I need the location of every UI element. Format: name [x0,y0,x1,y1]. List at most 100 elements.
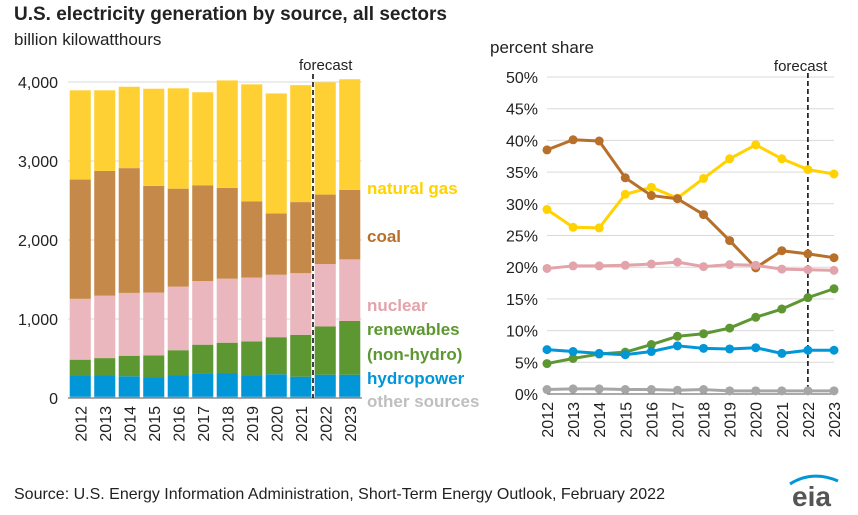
bar-renewables-2014 [118,355,140,377]
x-tick-label: 2020 [269,406,286,442]
point-other_line-2012 [542,385,552,395]
bar-natural_gas-2020 [265,93,287,214]
x-tick-label: 2019 [723,402,740,438]
label-other-sources: other sources [367,392,479,411]
bar-renewables-2016 [167,350,189,376]
bar-coal-2015 [143,185,165,293]
bar-chart: 0 1,000 2,000 3,000 4,000 2012 2013 2014 2015 201… [18,57,362,442]
label-hydropower: hydropower [367,369,465,388]
x-tick-label: 2014 [592,402,609,438]
point-renewables-2017 [672,331,682,341]
x-tick-label: 2021 [294,406,311,442]
chart-title: U.S. electricity generation by source, a… [14,4,447,25]
bar-nuclear-2022 [314,264,336,327]
x-tick-label: 2023 [343,406,360,442]
source-note: Source: U.S. Energy Information Administ… [14,486,665,503]
y-tick-label: 20% [506,260,538,277]
point-natural_gas_line-2023 [829,169,839,179]
bar-other-2017 [192,396,214,398]
line-series-natural_gas_line [546,143,835,230]
x-tick-label: 2023 [827,402,844,438]
point-nuclear_line-2018 [699,262,709,272]
bar-other-2021 [290,396,312,398]
bar-hydropower-2012 [69,375,91,397]
bar-nuclear-2019 [241,277,263,342]
x-tick-label: 2019 [245,406,262,442]
bar-hydropower-2019 [241,375,263,397]
forecast-label: forecast [774,58,828,75]
point-nuclear_line-2021 [777,264,787,274]
x-tick-label: 2021 [775,402,792,438]
point-other_line-2021 [777,386,787,396]
bar-other-2015 [143,396,165,398]
bar-coal-2021 [290,202,312,274]
point-other_line-2014 [594,384,604,394]
bar-renewables-2021 [290,334,312,377]
y-tick-label: 30% [506,197,538,214]
y-tick-label: 1,000 [18,312,58,329]
line-chart: 0% 5% 10% 15% 20% 25% 30% 35% 40% 45% 50% 2012 2013 2… [506,58,844,438]
bar-natural_gas-2018 [216,80,238,188]
bar-other-2012 [69,396,91,398]
point-renewables-2023 [829,284,839,294]
point-other_line-2023 [829,386,839,396]
point-hydropower-2019 [725,344,735,354]
line-series-hydropower [546,344,834,357]
bar-natural_gas-2016 [167,88,189,189]
x-tick-label: 2022 [318,406,335,442]
logo-swoosh-icon [789,474,839,486]
bar-coal-2016 [167,188,189,287]
point-hydropower-2012 [542,345,552,355]
bar-renewables-2013 [94,358,116,376]
x-tick-label: 2013 [98,406,115,442]
bar-renewables-2022 [314,326,336,375]
left-axis-unit: billion kilowatthours [14,30,162,49]
point-hydropower-2013 [568,347,578,357]
point-other_line-2020 [751,386,761,396]
y-tick-label: 0% [515,387,538,404]
line-series-other_line [546,387,834,393]
point-hydropower-2018 [699,343,709,353]
x-tick-label: 2017 [196,406,213,442]
point-natural_gas_line-2013 [568,222,578,232]
y-tick-label: 45% [506,102,538,119]
point-nuclear_line-2012 [542,263,552,273]
point-hydropower-2023 [829,345,839,355]
x-tick-label: 2016 [644,402,661,438]
point-other_line-2018 [699,385,709,395]
bar-renewables-2019 [241,341,263,376]
point-other_line-2015 [620,385,630,395]
label-coal: coal [367,227,401,246]
x-tick-label: 2018 [697,402,714,438]
point-renewables-2018 [699,329,709,339]
point-nuclear_line-2014 [594,261,604,271]
point-coal_line-2021 [777,246,787,256]
x-tick-label: 2015 [147,406,164,442]
bar-natural_gas-2021 [290,85,312,203]
point-renewables-2020 [751,312,761,322]
bar-coal-2019 [241,201,263,278]
bar-nuclear-2021 [290,273,312,335]
bar-other-2014 [118,396,140,398]
bar-renewables-2015 [143,355,165,378]
label-natural-gas: natural gas [367,179,458,198]
bar-nuclear-2020 [265,274,287,338]
bar-other-2019 [241,396,263,398]
point-coal_line-2023 [829,253,839,263]
point-coal_line-2017 [672,194,682,204]
bar-renewables-2020 [265,337,287,375]
point-natural_gas_line-2015 [620,189,630,199]
point-coal_line-2018 [699,210,709,220]
bar-renewables-2023 [339,320,361,375]
bar-hydropower-2020 [265,374,287,397]
y-tick-label: 50% [506,70,538,87]
point-renewables-2013 [568,353,578,363]
point-nuclear_line-2023 [829,265,839,275]
x-tick-label: 2012 [73,406,90,442]
y-tick-label: 15% [506,292,538,309]
bar-natural_gas-2023 [339,79,361,190]
x-tick-label: 2014 [122,406,139,442]
bar-hydropower-2021 [290,376,312,397]
bar-coal-2022 [314,194,336,265]
point-nuclear_line-2015 [620,260,630,270]
